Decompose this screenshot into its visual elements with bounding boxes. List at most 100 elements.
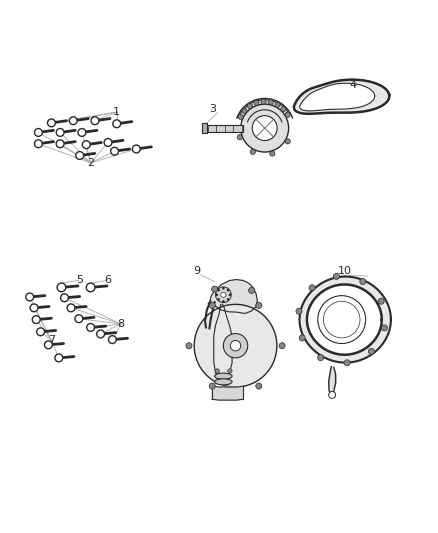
Circle shape — [113, 120, 120, 128]
Circle shape — [215, 294, 218, 296]
Circle shape — [69, 117, 77, 125]
Circle shape — [247, 103, 253, 109]
Ellipse shape — [215, 373, 232, 379]
Circle shape — [215, 369, 219, 373]
Circle shape — [360, 278, 366, 285]
FancyBboxPatch shape — [206, 125, 243, 132]
Circle shape — [261, 99, 266, 104]
Ellipse shape — [215, 379, 232, 385]
Text: 7: 7 — [48, 335, 55, 345]
Circle shape — [318, 354, 324, 361]
Circle shape — [55, 354, 63, 362]
Polygon shape — [212, 386, 244, 400]
Circle shape — [309, 285, 315, 291]
Circle shape — [229, 294, 231, 296]
Circle shape — [87, 324, 95, 332]
Circle shape — [381, 325, 388, 331]
Circle shape — [328, 391, 336, 398]
Circle shape — [299, 335, 305, 341]
Text: 4: 4 — [350, 79, 357, 90]
Circle shape — [35, 128, 42, 136]
Circle shape — [30, 304, 38, 312]
FancyBboxPatch shape — [202, 123, 207, 133]
Circle shape — [237, 134, 242, 140]
Circle shape — [249, 287, 254, 294]
Polygon shape — [300, 83, 375, 111]
Circle shape — [76, 151, 84, 159]
Text: 10: 10 — [338, 266, 352, 276]
Circle shape — [91, 117, 99, 125]
Circle shape — [378, 298, 384, 304]
Text: 9: 9 — [193, 266, 200, 276]
Circle shape — [109, 336, 116, 344]
Circle shape — [254, 100, 259, 106]
Circle shape — [256, 302, 262, 309]
Circle shape — [221, 292, 226, 297]
Circle shape — [56, 128, 64, 136]
Polygon shape — [208, 279, 257, 313]
Circle shape — [238, 114, 243, 119]
Circle shape — [241, 104, 289, 152]
Text: 5: 5 — [76, 274, 83, 285]
Circle shape — [296, 308, 302, 314]
Text: 2: 2 — [87, 158, 94, 168]
Circle shape — [250, 149, 255, 155]
Circle shape — [56, 140, 64, 148]
Circle shape — [217, 289, 220, 292]
Text: 1: 1 — [113, 107, 120, 117]
Text: 8: 8 — [117, 319, 125, 329]
Circle shape — [226, 289, 229, 292]
Circle shape — [45, 341, 52, 349]
Circle shape — [368, 349, 374, 354]
Circle shape — [209, 383, 215, 389]
Circle shape — [32, 316, 40, 324]
Polygon shape — [300, 277, 391, 362]
Circle shape — [285, 112, 290, 117]
Circle shape — [26, 293, 34, 301]
Circle shape — [35, 140, 42, 148]
Circle shape — [217, 298, 220, 301]
Circle shape — [132, 145, 140, 153]
Circle shape — [318, 296, 366, 344]
Circle shape — [333, 273, 339, 279]
Circle shape — [215, 287, 231, 303]
Circle shape — [226, 298, 229, 301]
Circle shape — [230, 341, 241, 351]
Circle shape — [57, 283, 66, 292]
Circle shape — [344, 360, 350, 366]
Circle shape — [281, 107, 286, 112]
Circle shape — [186, 343, 192, 349]
Circle shape — [270, 151, 275, 156]
Circle shape — [223, 334, 248, 358]
Text: 6: 6 — [105, 274, 112, 285]
Circle shape — [268, 100, 273, 105]
Circle shape — [86, 283, 95, 292]
Circle shape — [323, 301, 360, 338]
Circle shape — [209, 302, 215, 309]
Circle shape — [67, 304, 75, 312]
Circle shape — [275, 102, 280, 108]
Circle shape — [60, 294, 68, 302]
Circle shape — [97, 330, 105, 338]
Circle shape — [194, 304, 277, 387]
Circle shape — [47, 119, 55, 127]
Circle shape — [252, 116, 277, 141]
Circle shape — [222, 300, 225, 303]
Circle shape — [256, 383, 262, 389]
Circle shape — [111, 147, 118, 155]
Circle shape — [37, 328, 45, 336]
Circle shape — [279, 343, 285, 349]
Circle shape — [285, 139, 290, 144]
Polygon shape — [239, 100, 288, 120]
Text: 3: 3 — [209, 104, 216, 114]
Polygon shape — [307, 285, 382, 355]
Polygon shape — [328, 367, 336, 397]
Circle shape — [228, 369, 232, 373]
Circle shape — [212, 286, 218, 292]
Polygon shape — [294, 79, 389, 114]
Polygon shape — [214, 304, 232, 377]
Circle shape — [75, 315, 83, 322]
Circle shape — [242, 108, 247, 114]
Circle shape — [78, 128, 86, 136]
Circle shape — [222, 287, 225, 289]
